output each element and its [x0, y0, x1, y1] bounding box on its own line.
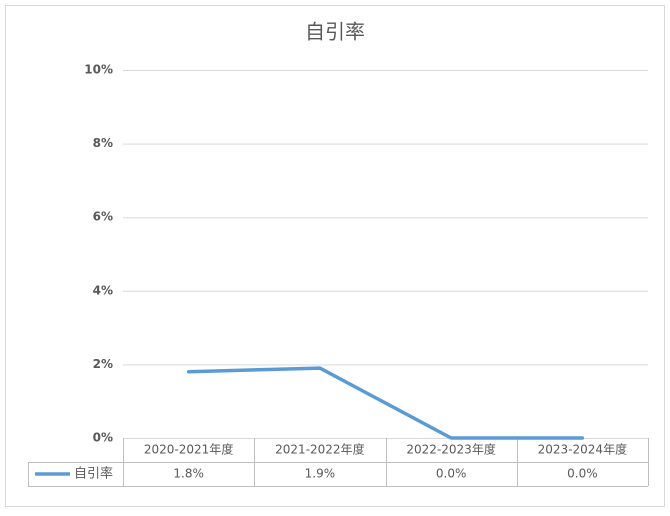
x-tick-label: 2023-2024年度 — [538, 442, 627, 457]
x-tick-label: 2020-2021年度 — [144, 442, 233, 457]
y-tick-label: 2% — [93, 357, 113, 371]
y-tick-label: 6% — [93, 210, 113, 224]
series-line — [186, 366, 585, 440]
x-tick-label: 2022-2023年度 — [406, 442, 495, 457]
data-label: 0.0% — [567, 467, 598, 481]
x-tick-label: 2021-2022年度 — [275, 442, 364, 457]
data-label: 1.8% — [173, 467, 204, 481]
y-tick-label: 8% — [93, 136, 113, 150]
legend-label: 自引率 — [74, 466, 113, 482]
y-tick-label: 10% — [84, 63, 113, 77]
chart-border — [5, 5, 665, 507]
data-label: 1.9% — [305, 467, 336, 481]
y-tick-label: 0% — [93, 431, 113, 445]
chart-title: 自引率 — [305, 20, 365, 44]
data-label: 0.0% — [436, 467, 467, 481]
y-tick-label: 4% — [93, 283, 113, 297]
